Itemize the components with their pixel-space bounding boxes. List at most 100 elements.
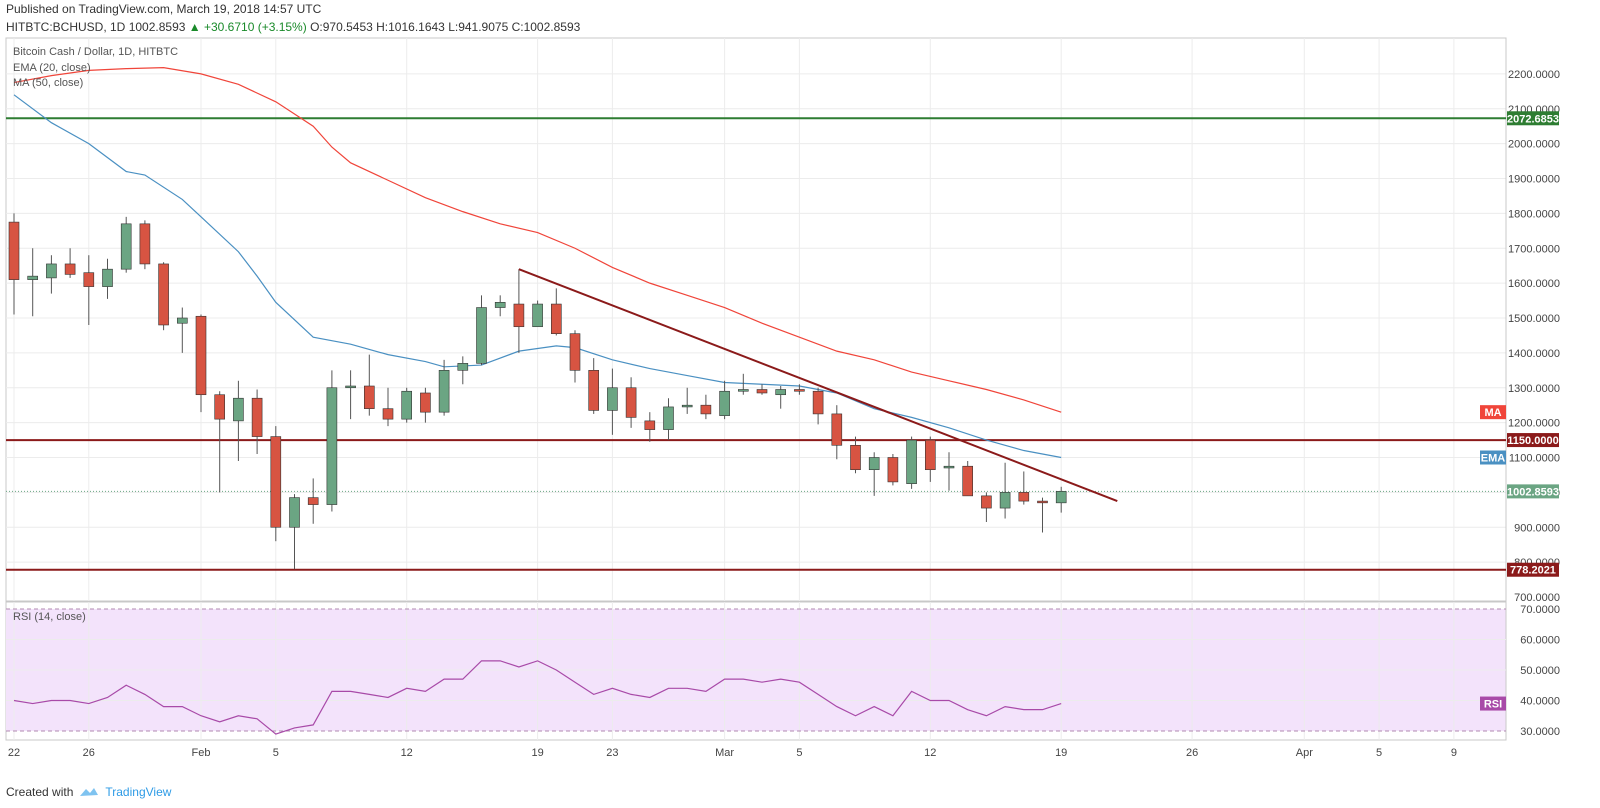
candle-body [999,492,1011,509]
rsi-tick-label: 40.0000 [1520,696,1560,708]
x-tick-label: 22 [8,747,20,759]
candle-body [775,389,787,396]
candle-body [681,404,693,408]
candle-body [1037,500,1048,504]
candle-body [438,370,450,413]
candle-body [588,370,600,411]
ema-legend: EMA (20, close) [13,62,91,74]
rsi-tick-label: 70.0000 [1520,604,1560,616]
level-label: 778.2021 [1510,565,1556,577]
symbol-label: HITBTC:BCHUSD, 1D [6,20,126,34]
x-tick-label: 5 [1376,747,1382,759]
x-tick-label: 23 [606,747,618,759]
candle-body [177,317,188,324]
candle-body [120,223,132,270]
price-tick-label: 1100.0000 [1509,453,1560,465]
candle-body [513,303,525,328]
candle-body [887,457,899,483]
ma-legend: MA (50, close) [13,77,84,89]
candle-body [850,444,861,471]
created-with-label: Created with [6,785,74,799]
candle-body [831,413,843,446]
candle-body [625,387,637,418]
candle-body [420,392,431,413]
candle-body [363,385,375,409]
chart-title: Bitcoin Cash / Dollar, 1D, HITBTC [13,46,179,58]
candle-body [195,315,207,396]
candle-body [494,302,506,308]
x-tick-label: 9 [1451,747,1457,759]
x-tick-label: 5 [273,747,279,759]
candle-body [457,363,469,371]
candle-body [476,307,487,364]
x-tick-label: Mar [715,747,734,759]
candle-body [8,221,20,280]
candle-body [251,397,263,437]
published-line: Published on TradingView.com, March 19, … [6,2,322,16]
candle-body [906,439,917,484]
x-tick-label: 19 [1055,747,1067,759]
ohlc-values: O:970.5453 H:1016.1643 L:941.9075 C:1002… [310,20,581,34]
candle-body [868,457,880,471]
candle-body [756,389,768,394]
indicator-tag-bg [1480,405,1506,420]
candle-body [794,389,805,392]
rsi-tick-label: 30.0000 [1520,726,1560,738]
x-tick-label: 26 [83,747,95,759]
rsi-line [13,660,1062,735]
candle-body [532,303,543,328]
candle-body [46,263,57,279]
rsi-tag-bg [1480,696,1506,711]
candle-body [943,465,955,469]
level-label: 1150.0000 [1507,435,1558,447]
candle-body [270,436,282,528]
price-tick-label: 900.0000 [1514,522,1560,534]
level-label: 2072.6853 [1507,113,1559,125]
trendline [518,268,1118,503]
price-tick-label: 700.0000 [1514,592,1560,604]
candle-body [326,387,338,505]
candle-body [1018,492,1030,502]
candle-body [102,268,113,287]
ma-line [13,66,1062,413]
candle-body [550,303,562,334]
candle-body [401,390,413,420]
candle-body [214,394,225,420]
candle-body [1055,491,1067,504]
x-tick-label: Apr [1296,747,1313,759]
level-label-bg [1507,111,1559,126]
candle-body [233,397,244,422]
candle-body [382,408,394,420]
tradingview-logo-icon [80,788,99,796]
price-tick-label: 1700.0000 [1508,243,1560,255]
candle-body [924,439,936,471]
x-tick-label: 12 [401,747,413,759]
price-tick-label: 1300.0000 [1508,383,1560,395]
candle-body [607,387,618,411]
last-price-label: 1002.8593 [1507,486,1559,498]
price-tick-label: 1200.0000 [1508,418,1560,430]
candle-body [644,420,656,430]
candle-body [158,263,169,326]
x-tick-label: 26 [1186,747,1198,759]
change-value: ▲ +30.6710 (+3.15%) [188,20,307,34]
candle-body [64,263,76,275]
rsi-legend: RSI (14, close) [13,611,86,623]
indicator-tag: EMA [1481,453,1506,465]
candle-body [719,390,730,416]
candle-body [139,223,151,265]
candle-body [83,272,95,287]
price-tick-label: 2200.0000 [1508,69,1560,81]
ema-line [13,94,1062,459]
footer: Created with TradingView [6,785,171,799]
last-price: 1002.8593 [128,20,186,34]
tradingview-brand[interactable]: TradingView [105,785,172,799]
candle-body [737,389,749,392]
candle-body [345,385,356,389]
x-tick-label: 5 [796,747,802,759]
candle-body [812,390,824,415]
x-tick-label: 12 [924,747,936,759]
indicator-tag: MA [1484,407,1501,419]
